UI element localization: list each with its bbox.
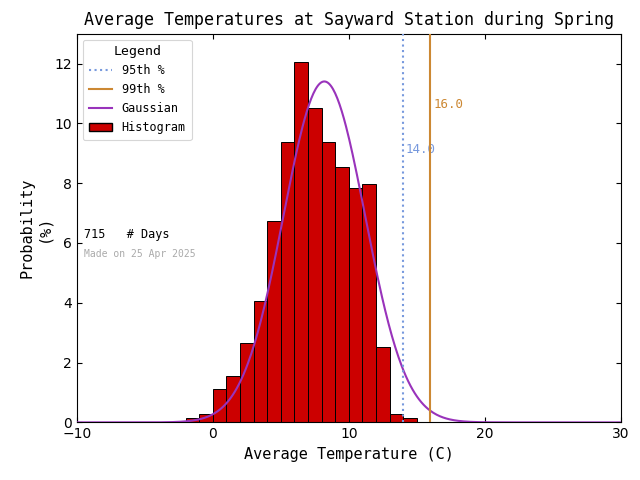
Bar [362, 184, 376, 422]
Bar [186, 418, 199, 422]
Legend: 95th %, 99th %, Gaussian, Histogram: 95th %, 99th %, Gaussian, Histogram [83, 39, 192, 140]
Bar [322, 142, 335, 422]
Bar [268, 221, 281, 422]
Bar [403, 418, 417, 422]
Y-axis label: Probability
(%): Probability (%) [19, 178, 52, 278]
Text: Made on 25 Apr 2025: Made on 25 Apr 2025 [84, 249, 195, 259]
Bar [281, 142, 294, 422]
Bar [253, 301, 268, 422]
Title: Average Temperatures at Sayward Station during Spring: Average Temperatures at Sayward Station … [84, 11, 614, 29]
Bar [199, 414, 212, 422]
Text: 14.0: 14.0 [406, 143, 436, 156]
Text: 16.0: 16.0 [433, 98, 463, 111]
Bar [308, 108, 322, 422]
Bar [227, 376, 240, 422]
Bar [376, 347, 390, 422]
Bar [240, 343, 253, 422]
Bar [212, 389, 227, 422]
Bar [390, 414, 403, 422]
Bar [349, 188, 362, 422]
Text: 715   # Days: 715 # Days [84, 228, 169, 241]
X-axis label: Average Temperature (C): Average Temperature (C) [244, 447, 454, 462]
Bar [294, 62, 308, 422]
Bar [335, 167, 349, 422]
